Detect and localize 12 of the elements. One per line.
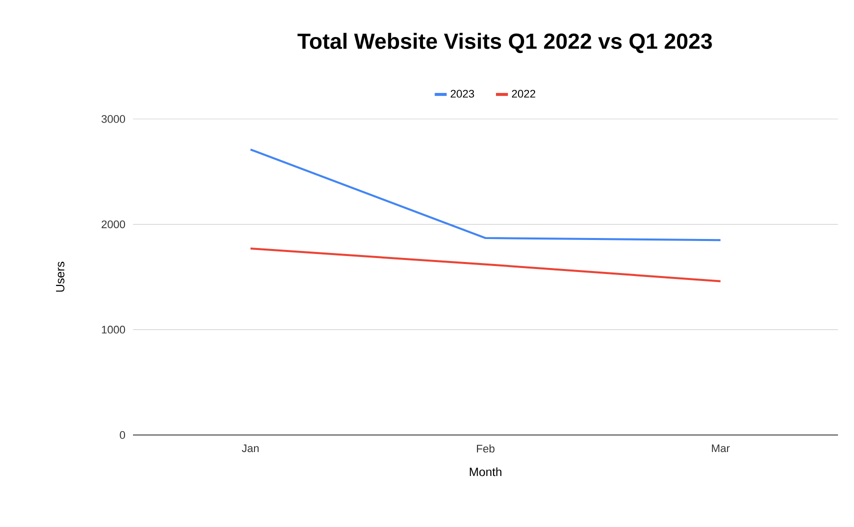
legend-label: 2022 (512, 90, 536, 98)
chart-title: Total Website Visits Q1 2022 vs Q1 2023 (298, 32, 712, 54)
y-tick-label: 0 (120, 431, 126, 439)
x-tick-label: Mar (712, 444, 730, 452)
y-tick-label: 2000 (102, 220, 126, 228)
legend-label: 2023 (450, 90, 474, 98)
x-tick-label: Feb (476, 444, 494, 453)
y-axis-title: Users (56, 262, 64, 292)
y-tick-label: 1000 (102, 326, 126, 334)
y-tick-label: 3000 (102, 115, 126, 123)
x-axis-title: Month (470, 467, 502, 476)
x-tick-label: Jan (242, 444, 259, 452)
